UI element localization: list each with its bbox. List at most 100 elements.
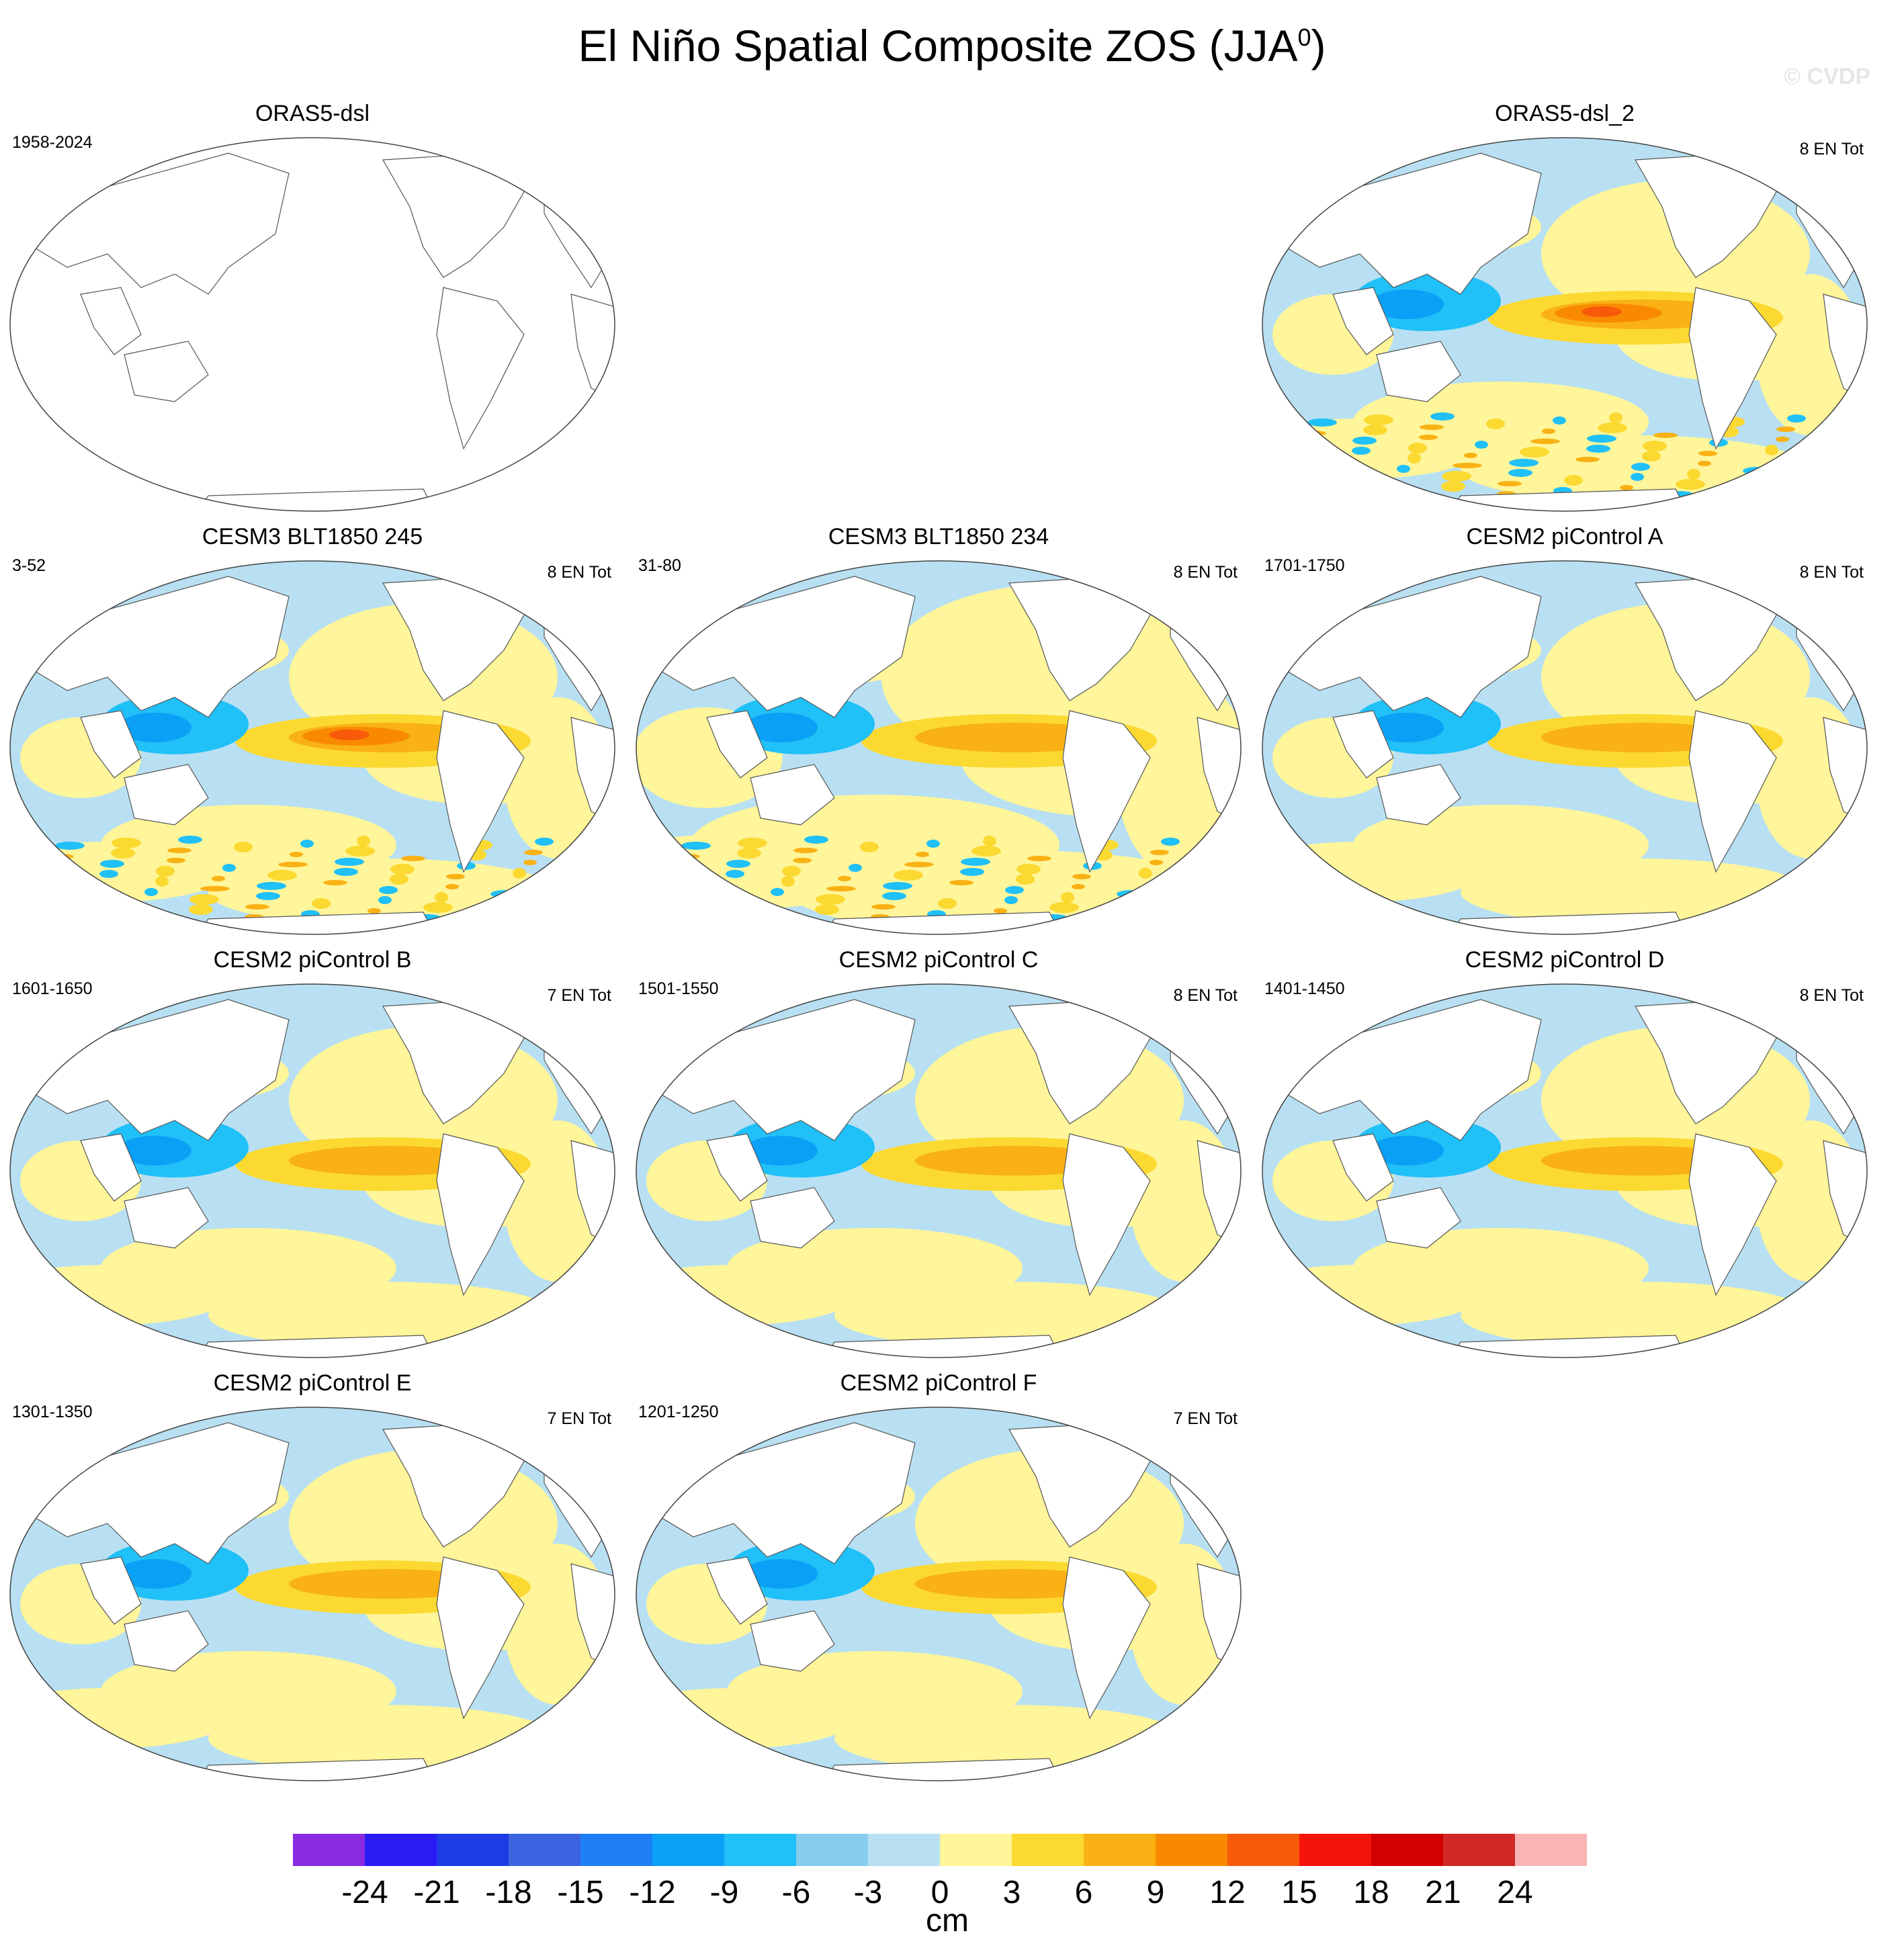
southern-ocean-eddy	[357, 836, 370, 846]
colorbar-swatch	[1443, 1834, 1516, 1866]
southern-ocean-eddy	[1843, 420, 1856, 431]
colorbar-swatch	[796, 1834, 869, 1866]
southern-ocean-eddy	[11, 906, 30, 912]
southern-ocean-eddy	[815, 904, 839, 915]
colorbar	[293, 1834, 1587, 1866]
land	[33, 152, 615, 511]
continent	[750, 1187, 835, 1249]
southern-ocean-eddy	[1172, 896, 1197, 907]
southern-ocean-eddy	[1776, 437, 1789, 442]
southern-ocean-eddy	[78, 890, 97, 901]
panel-event-count: 8 EN Tot	[1799, 563, 1864, 582]
southern-ocean-eddy	[513, 868, 526, 879]
southern-ocean-eddy	[1363, 425, 1387, 435]
southern-ocean-eddy	[334, 868, 358, 876]
southern-ocean-eddy	[849, 864, 862, 872]
southern-ocean-eddy	[1105, 912, 1129, 918]
continent	[570, 294, 615, 402]
southern-ocean-eddy	[1809, 465, 1833, 470]
continent	[124, 1610, 209, 1672]
southern-ocean-eddy	[212, 876, 225, 881]
southern-ocean-eddy	[826, 886, 856, 891]
southern-ocean-eddy	[234, 842, 253, 852]
panel-title: CESM2 piControl B	[213, 947, 412, 973]
continent	[124, 341, 209, 402]
southern-ocean-eddy	[738, 838, 767, 848]
continent	[659, 999, 916, 1141]
continent	[1062, 1556, 1151, 1720]
southern-ocean-eddy	[112, 838, 141, 848]
colorbar-tick-label: 15	[1281, 1875, 1317, 1910]
southern-ocean-eddy	[1004, 896, 1018, 904]
colorbar-tick-label: -21	[413, 1875, 460, 1910]
southern-ocean-eddy	[21, 894, 40, 902]
southern-ocean-eddy	[423, 902, 453, 913]
southern-ocean-eddy	[1530, 439, 1560, 444]
world-map	[1262, 560, 1868, 935]
southern-ocean-eddy	[178, 836, 202, 844]
map-border	[9, 137, 615, 512]
watermark: © CVDP	[1784, 64, 1870, 89]
southern-ocean-eddy	[379, 886, 398, 894]
map-border	[1262, 560, 1868, 935]
southern-ocean-eddy	[1027, 856, 1051, 861]
continent	[1285, 152, 1542, 295]
continent	[80, 1556, 142, 1625]
continent	[750, 764, 835, 826]
southern-ocean-eddy	[1698, 451, 1717, 456]
figure-title: El Niño Spatial Composite ZOS (JJA0)	[578, 21, 1326, 71]
colorbar-swatch	[437, 1834, 509, 1866]
southern-ocean-eddy	[435, 892, 448, 903]
southern-ocean-eddy	[771, 888, 784, 896]
southern-ocean-eddy	[1787, 414, 1806, 423]
colorbar-swatch	[1371, 1834, 1444, 1866]
southern-ocean-eddy	[1150, 850, 1169, 855]
southern-ocean-eddy	[144, 888, 158, 896]
cold-anomaly	[118, 713, 191, 742]
southern-ocean-eddy	[1464, 453, 1477, 458]
continent	[382, 152, 531, 278]
world-map	[1262, 137, 1868, 512]
southern-ocean-eddy	[401, 856, 425, 861]
southern-ocean-eddy	[546, 896, 570, 907]
colorbar-tick-label: -18	[485, 1875, 532, 1910]
colorbar-swatch	[724, 1834, 797, 1866]
world-map	[1262, 983, 1868, 1358]
world-map	[9, 1407, 615, 1781]
continent	[1332, 710, 1394, 779]
map-panel: CESM3 BLT1850 245 3-52 8 EN Tot	[0, 524, 625, 940]
southern-ocean-eddy	[1732, 479, 1762, 484]
map-border	[9, 1407, 615, 1781]
panel-title: CESM2 piControl D	[1465, 947, 1665, 973]
continent	[436, 1133, 525, 1296]
southern-ocean-eddy	[1509, 459, 1539, 467]
colorbar-tick-label: 3	[1002, 1875, 1021, 1910]
southern-ocean-eddy	[883, 882, 912, 890]
southern-ocean-eddy	[1564, 475, 1583, 486]
world-map	[9, 137, 615, 512]
southern-ocean-eddy	[33, 872, 57, 883]
southern-ocean-eddy	[726, 860, 750, 868]
southern-ocean-eddy	[580, 856, 593, 864]
southern-ocean-eddy	[1598, 423, 1627, 433]
southern-ocean-eddy	[1263, 483, 1282, 488]
colorbar-swatch	[940, 1834, 1012, 1866]
southern-ocean-eddy	[390, 874, 408, 885]
map-panel: CESM2 piControl A 1701-1750 8 EN Tot	[1252, 524, 1877, 940]
southern-ocean-eddy	[111, 848, 135, 858]
southern-ocean-eddy	[1475, 441, 1488, 449]
southern-ocean-eddy	[1821, 443, 1850, 451]
continent	[659, 1422, 916, 1564]
ocean-field	[636, 1407, 1241, 1781]
map-border	[636, 1407, 1242, 1781]
southern-ocean-eddy	[894, 870, 923, 881]
southern-ocean-eddy	[804, 836, 828, 844]
panel-years: 1401-1450	[1264, 979, 1345, 998]
cold-anomaly	[744, 713, 818, 742]
continent	[80, 710, 142, 779]
southern-ocean-eddy	[793, 848, 818, 853]
southern-ocean-eddy	[446, 874, 465, 879]
southern-ocean-eddy	[1676, 479, 1705, 490]
southern-ocean-eddy	[156, 866, 175, 877]
southern-ocean-eddy	[1016, 864, 1041, 875]
